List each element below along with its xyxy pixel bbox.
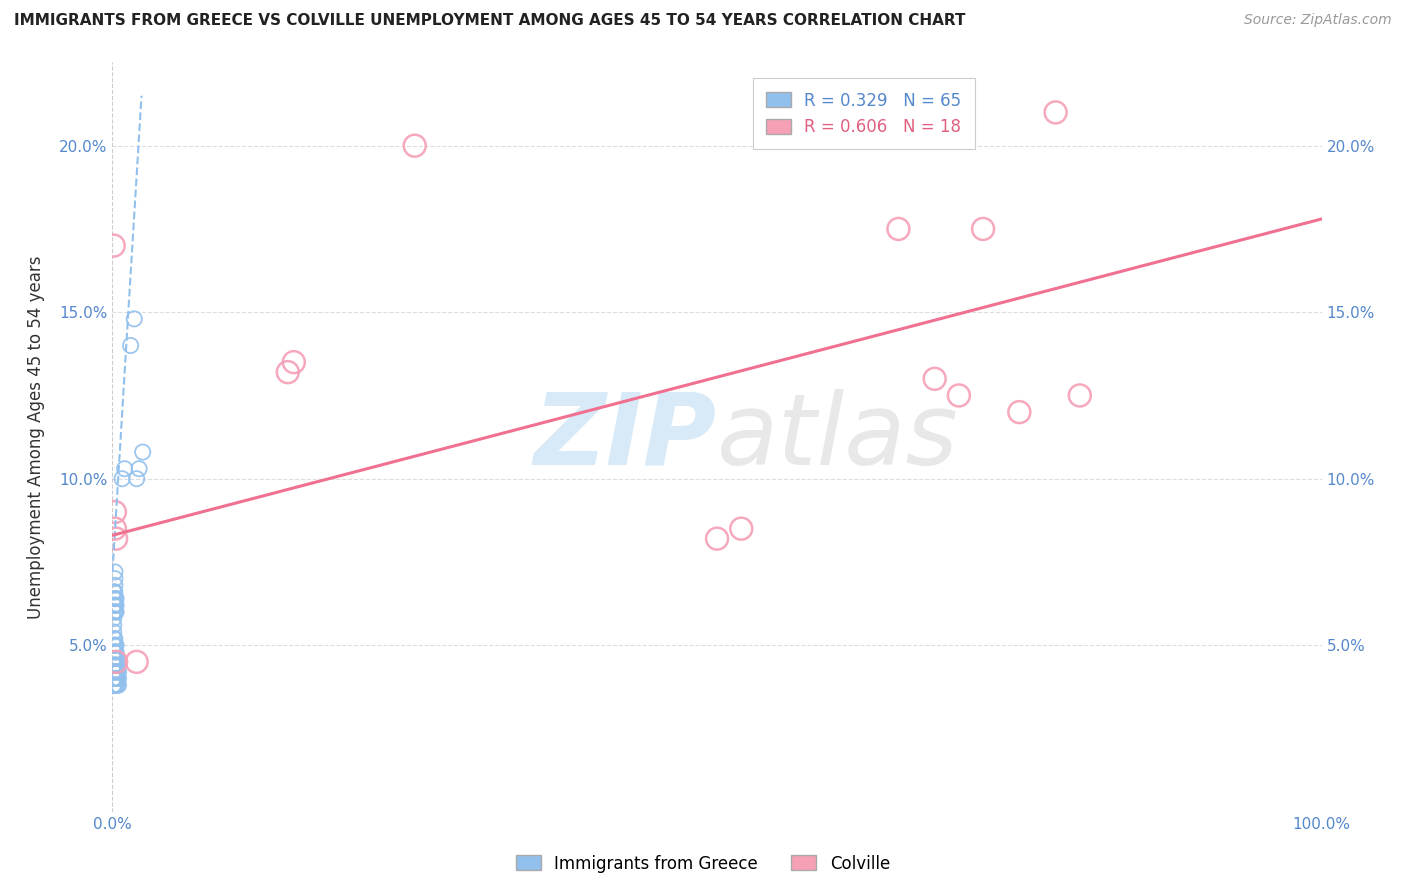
Point [103,651,125,665]
Point [1069,388,1091,402]
Point [103,585,125,599]
Point [104,645,127,659]
Point [107,672,129,686]
Point [103,624,125,639]
Point [104,591,127,606]
Text: Source: ZipAtlas.com: Source: ZipAtlas.com [1244,13,1392,28]
Point [104,672,127,686]
Point [105,678,128,692]
Point [111,472,134,486]
Point [104,605,127,619]
Text: atlas: atlas [717,389,959,485]
Point [730,522,752,536]
Point [104,651,127,665]
Point [103,658,125,673]
Point [103,632,125,646]
Point [103,638,125,652]
Point [103,238,125,252]
Legend: R = 0.329   N = 65, R = 0.606   N = 18: R = 0.329 N = 65, R = 0.606 N = 18 [752,78,974,149]
Point [103,645,125,659]
Text: IMMIGRANTS FROM GREECE VS COLVILLE UNEMPLOYMENT AMONG AGES 45 TO 54 YEARS CORREL: IMMIGRANTS FROM GREECE VS COLVILLE UNEMP… [14,13,966,29]
Point [128,461,150,475]
Point [104,658,127,673]
Point [105,605,128,619]
Point [103,591,125,606]
Point [105,651,128,665]
Point [924,372,946,386]
Point [105,599,128,613]
Point [104,678,127,692]
Point [132,445,155,459]
Point [104,572,127,586]
Legend: Immigrants from Greece, Colville: Immigrants from Greece, Colville [509,848,897,880]
Point [105,658,128,673]
Point [103,658,125,673]
Point [283,355,305,369]
Point [105,651,128,665]
Point [105,658,128,673]
Point [103,651,125,665]
Point [104,665,127,679]
Point [104,565,127,579]
Point [103,678,125,692]
Point [105,665,128,679]
Point [948,388,970,402]
Point [104,672,127,686]
Point [103,672,125,686]
Point [122,311,145,326]
Point [104,665,127,679]
Point [107,665,129,679]
Point [103,665,125,679]
Point [103,678,125,692]
Point [114,461,136,475]
Point [104,585,127,599]
Point [104,658,127,673]
Point [103,665,125,679]
Point [105,591,128,606]
Point [105,645,128,659]
Point [104,632,127,646]
Point [103,672,125,686]
Point [103,618,125,632]
Text: ZIP: ZIP [534,389,717,485]
Point [1008,405,1031,419]
Point [104,505,127,519]
Point [103,599,125,613]
Point [107,678,129,692]
Point [104,522,127,536]
Point [103,605,125,619]
Point [120,338,142,352]
Point [105,678,128,692]
Point [706,532,728,546]
Point [104,678,127,692]
Point [105,672,128,686]
Point [105,638,128,652]
Point [404,138,426,153]
Point [277,365,299,379]
Point [105,655,128,669]
Point [105,532,128,546]
Point [104,599,127,613]
Point [972,222,994,236]
Point [105,672,128,686]
Point [104,651,127,665]
Point [104,578,127,592]
Point [105,665,128,679]
Point [125,472,148,486]
Point [887,222,910,236]
Point [1045,105,1067,120]
Point [104,638,127,652]
Point [125,655,148,669]
Point [103,611,125,625]
Y-axis label: Unemployment Among Ages 45 to 54 years: Unemployment Among Ages 45 to 54 years [27,255,45,619]
